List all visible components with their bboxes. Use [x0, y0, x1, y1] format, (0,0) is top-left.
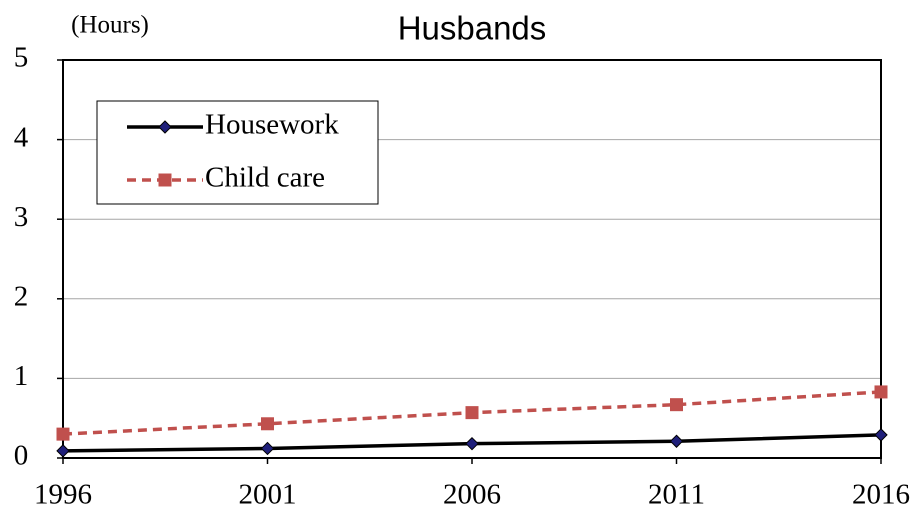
x-tick-label: 2011 — [648, 479, 705, 511]
x-tick-label: 2016 — [852, 479, 910, 511]
data-point — [874, 428, 888, 442]
data-point — [465, 436, 479, 451]
legend-marker — [158, 120, 172, 134]
data-point — [261, 417, 274, 431]
y-tick-label: 2 — [14, 280, 29, 312]
legend-marker — [158, 173, 172, 187]
legend-label: Child care — [205, 162, 325, 194]
x-tick-label: 1996 — [34, 479, 92, 511]
data-point — [56, 444, 70, 458]
x-tick-label: 2006 — [443, 479, 501, 511]
y-tick-label: 1 — [14, 360, 29, 392]
data-point — [669, 434, 684, 448]
legend-label: Housework — [205, 109, 339, 141]
y-tick-label: 5 — [14, 42, 29, 74]
chart-title: Husbands — [398, 10, 547, 47]
y-tick-label: 3 — [14, 201, 29, 233]
y-tick-label: 4 — [14, 121, 29, 153]
data-point — [465, 406, 479, 420]
data-point — [56, 427, 70, 441]
y-tick-label: 0 — [14, 440, 29, 472]
y-axis-label: (Hours) — [71, 12, 149, 39]
plot-frame — [62, 59, 882, 459]
data-point — [874, 385, 888, 399]
legend-box — [96, 100, 379, 205]
data-point — [670, 398, 683, 412]
x-tick-label: 2001 — [239, 479, 297, 511]
data-point — [260, 441, 275, 456]
